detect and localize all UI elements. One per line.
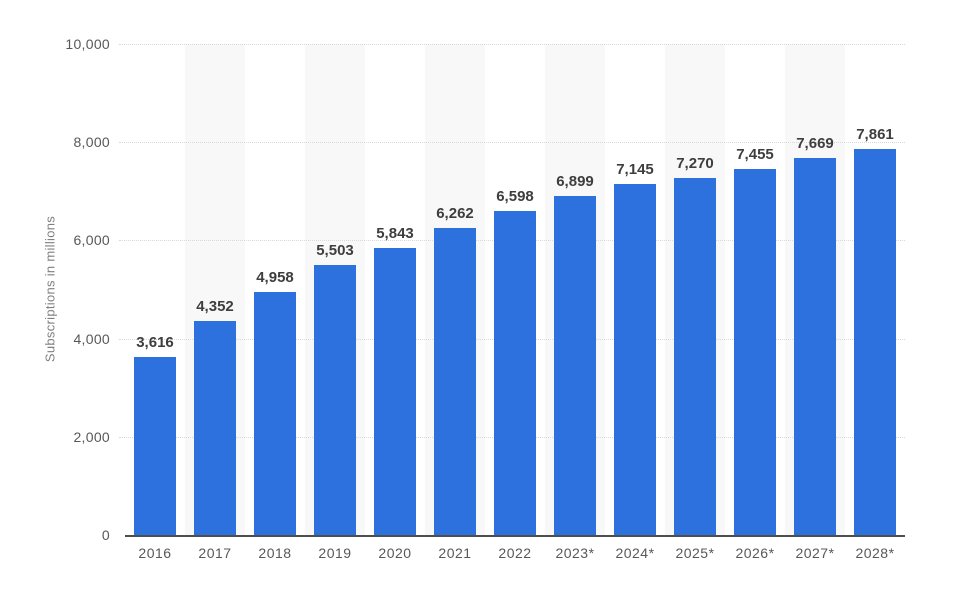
y-tick-label: 0 — [101, 527, 110, 543]
y-tick-label: 8,000 — [73, 134, 110, 151]
x-tick-label: 2022 — [498, 545, 532, 561]
x-tick-label: 2028* — [855, 545, 895, 561]
x-tick-label: 2021 — [438, 545, 472, 561]
bar-2016[interactable] — [134, 357, 176, 535]
bar-value-label: 7,861 — [856, 126, 894, 144]
bar-2024*[interactable] — [614, 184, 656, 535]
gridline — [119, 44, 905, 45]
x-axis-line — [125, 535, 905, 537]
x-tick-label: 2016 — [138, 545, 172, 561]
x-tick-label: 2020 — [378, 545, 412, 561]
bar-value-label: 7,270 — [676, 155, 714, 173]
bar-2018[interactable] — [254, 291, 296, 535]
y-tick-label: 4,000 — [73, 330, 110, 347]
x-tick-label: 2025* — [675, 545, 715, 561]
bar-value-label: 4,958 — [256, 268, 294, 286]
bar-2025*[interactable] — [674, 178, 716, 535]
x-tick-label: 2019 — [318, 545, 352, 561]
bar-value-label: 5,843 — [376, 225, 414, 243]
bar-2023*[interactable] — [554, 196, 596, 535]
y-tick-label: 2,000 — [73, 428, 110, 445]
bar-2027*[interactable] — [794, 158, 836, 535]
x-tick-label: 2017 — [198, 545, 232, 561]
gridline — [119, 142, 905, 144]
x-tick-label: 2024* — [615, 545, 655, 561]
bar-value-label: 7,455 — [736, 145, 774, 163]
bar-2026*[interactable] — [734, 168, 776, 535]
bar-value-label: 6,899 — [556, 173, 594, 191]
bar-value-label: 6,598 — [496, 188, 534, 206]
bar-2028*[interactable] — [854, 149, 896, 535]
plot-area: 3,616 4,352 4,958 5,503 5,843 6,262 6,598 6,899… — [119, 44, 905, 537]
bar-value-label: 4,352 — [196, 298, 234, 316]
bar-2022[interactable] — [494, 211, 536, 535]
y-tick-label: 6,000 — [73, 232, 110, 249]
x-tick-label: 2018 — [258, 545, 292, 561]
x-tick-label: 2023* — [555, 545, 595, 561]
bar-value-label: 7,145 — [616, 161, 654, 179]
x-tick-label: 2026* — [735, 545, 775, 561]
bar-value-label: 3,616 — [136, 334, 174, 352]
bar-2017[interactable] — [194, 321, 236, 535]
y-tick-label: 10,000 — [65, 36, 110, 52]
x-tick-label: 2027* — [795, 545, 835, 561]
bar-value-label: 6,262 — [436, 204, 474, 222]
bar-2021[interactable] — [434, 227, 476, 535]
bar-2019[interactable] — [314, 264, 356, 535]
bar-value-label: 7,669 — [796, 135, 834, 153]
bar-2020[interactable] — [374, 248, 416, 535]
bar-value-label: 5,503 — [316, 241, 354, 259]
